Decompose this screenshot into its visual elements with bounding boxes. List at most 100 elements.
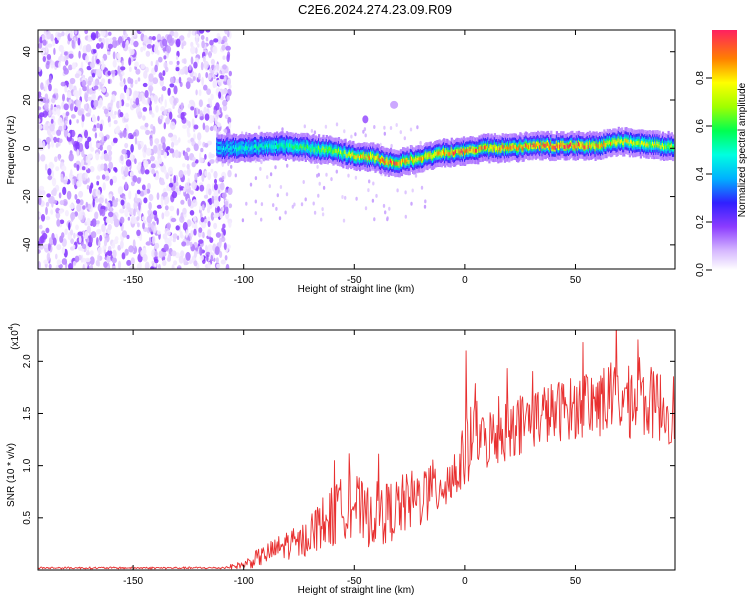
ridge-cell	[226, 145, 229, 149]
ridge-cell	[616, 140, 619, 145]
noise-speck	[169, 96, 174, 104]
noise-speck	[119, 216, 125, 224]
noise-speck	[71, 114, 76, 119]
noise-speck	[124, 112, 129, 119]
noise-speck	[224, 114, 229, 120]
noise-speck	[142, 45, 146, 51]
noise-speck	[107, 249, 113, 256]
fringe-speck	[416, 125, 419, 130]
noise-speck	[150, 266, 154, 269]
noise-speck	[227, 187, 233, 195]
noise-speck	[121, 252, 126, 260]
fringe-speck	[384, 210, 387, 215]
noise-speck	[100, 155, 104, 160]
fringe-speck	[281, 127, 284, 132]
fringe-speck	[318, 181, 321, 186]
noise-speck	[154, 64, 158, 73]
noise-speck	[209, 153, 215, 158]
noise-speck	[205, 187, 209, 196]
noise-speck	[213, 109, 217, 115]
noise-speck	[206, 88, 212, 95]
noise-speck	[42, 97, 46, 103]
noise-speck	[192, 76, 196, 81]
noise-speck	[48, 75, 52, 84]
noise-speck	[222, 64, 227, 70]
noise-speck	[97, 254, 100, 263]
noise-speck	[119, 208, 123, 214]
noise-speck	[193, 250, 198, 258]
noise-speck	[191, 180, 197, 190]
spectrogram-marks	[38, 30, 675, 269]
noise-speck	[142, 253, 148, 262]
noise-speck	[45, 216, 51, 221]
noise-speck	[207, 97, 211, 104]
fringe-speck	[411, 188, 414, 193]
noise-speck	[99, 123, 103, 132]
noise-speck	[173, 260, 178, 266]
noise-speck	[163, 151, 168, 159]
noise-speck	[66, 91, 72, 99]
noise-speck	[208, 188, 212, 196]
noise-speck	[102, 231, 106, 238]
fringe-speck	[379, 142, 382, 147]
ridge-cell	[570, 142, 573, 147]
noise-speck	[182, 163, 186, 168]
noise-speck	[184, 182, 190, 190]
noise-speck	[63, 123, 67, 130]
noise-speck	[146, 215, 152, 224]
noise-speck	[162, 259, 167, 266]
fringe-speck	[317, 193, 320, 198]
noise-speck	[111, 175, 118, 184]
snr-x-ticks: -150 -100 -50 0 50	[123, 330, 581, 587]
noise-speck	[136, 189, 141, 195]
noise-speck	[207, 172, 212, 181]
fringe-speck	[383, 125, 386, 130]
noise-speck	[196, 43, 200, 48]
fringe-speck	[275, 206, 278, 211]
ridge-cell	[643, 142, 646, 147]
y-tick-label: -20	[22, 189, 33, 204]
noise-speck	[193, 61, 198, 69]
noise-speck	[141, 216, 146, 221]
noise-speck	[51, 139, 55, 148]
noise-speck	[210, 254, 213, 262]
noise-speck	[193, 260, 198, 267]
noise-speck	[156, 192, 160, 200]
noise-speck	[199, 184, 205, 192]
noise-speck	[76, 164, 80, 172]
ridge-cell	[551, 145, 554, 150]
noise-speck	[184, 151, 189, 161]
noise-speck	[136, 263, 141, 269]
noise-speck	[217, 36, 222, 45]
noise-speck	[143, 188, 148, 196]
snr-y-axis-label: SNR (10 * v/v)	[6, 443, 17, 507]
noise-speck	[137, 222, 140, 228]
noise-speck	[166, 222, 171, 230]
ridge-cell	[364, 155, 367, 160]
noise-speck	[58, 153, 61, 161]
noise-speck	[38, 197, 42, 206]
colorbar: 0.0 0.2 0.4 0.6 0.8 Normalized spectral ampl…	[695, 30, 748, 277]
noise-speck	[151, 112, 155, 118]
noise-speck	[197, 140, 202, 146]
fringe-speck	[325, 172, 328, 177]
ridge-cell	[512, 144, 515, 149]
noise-speck	[222, 55, 226, 60]
fringe-speck	[218, 189, 221, 194]
noise-speck	[169, 111, 173, 120]
noise-speck	[180, 212, 184, 220]
noise-speck	[100, 64, 105, 71]
noise-speck	[107, 51, 111, 56]
noise-speck	[161, 86, 167, 92]
fringe-speck	[395, 123, 398, 127]
noise-speck	[46, 30, 51, 40]
x-tick-label: -150	[123, 275, 143, 286]
noise-speck	[211, 195, 215, 204]
noise-speck	[51, 97, 56, 104]
fringe-speck	[347, 173, 350, 178]
noise-speck	[99, 97, 103, 106]
noise-speck	[164, 66, 169, 73]
noise-speck	[38, 140, 43, 148]
noise-speck	[210, 58, 215, 65]
noise-speck	[45, 137, 51, 143]
